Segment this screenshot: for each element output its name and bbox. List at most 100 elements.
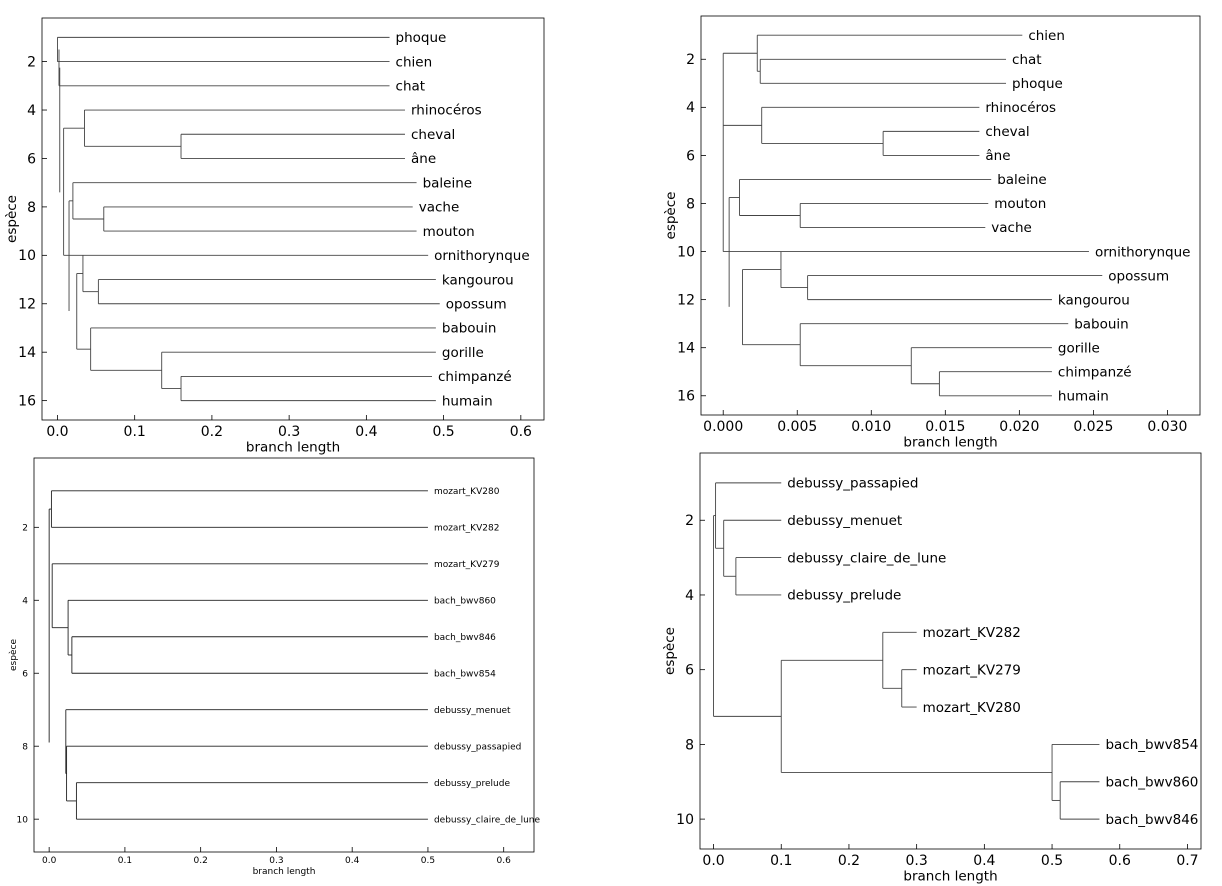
leaf-label: debussy_passapied: [434, 742, 521, 752]
leaf-label: humain: [442, 393, 493, 409]
y-tick-label: 4: [686, 100, 695, 116]
leaf-label: chat: [1012, 52, 1042, 68]
leaf-label: bach_bwv854: [1105, 737, 1198, 753]
leaf-label: bach_bwv846: [1105, 812, 1198, 828]
leaf-label: debussy_menuet: [434, 706, 511, 716]
leaf-label: vache: [419, 200, 460, 216]
y-tick-label: 12: [18, 297, 36, 313]
x-axis-label: branch length: [253, 867, 316, 877]
leaf-label: mozart_KV282: [434, 523, 499, 533]
axes-frame: [699, 452, 1202, 850]
x-tick-label: 0.005: [777, 419, 817, 435]
y-tick-label: 2: [27, 54, 36, 70]
x-tick-label: 0.5: [1041, 853, 1063, 869]
dendrogram-panel-3: mozart_KV280 mozart_KV282 mozart_KV279bach…: [8, 457, 541, 877]
leaf-label: chimpanzé: [438, 369, 512, 385]
x-tick-label: 0.030: [1147, 419, 1187, 435]
y-tick-label: 10: [676, 812, 694, 828]
y-tick-label: 2: [686, 52, 695, 68]
x-tick-label: 0.010: [851, 419, 891, 435]
y-tick-label: 8: [27, 200, 36, 216]
x-axis-label: branch length: [903, 435, 997, 451]
x-tick-label: 0.6: [497, 856, 512, 866]
y-axis-label: espèce: [662, 627, 678, 675]
y-tick-label: 14: [677, 341, 695, 357]
x-tick-label: 0.0: [702, 853, 724, 869]
leaf-label: kangourou: [1058, 292, 1130, 308]
y-tick-label: 2: [22, 523, 28, 533]
leaf-label: cheval: [985, 124, 1029, 140]
leaf-label: chien: [396, 54, 433, 70]
x-tick-label: 0.025: [1073, 419, 1113, 435]
leaf-label: mouton: [994, 196, 1046, 212]
leaf-label: rhinocéros: [985, 100, 1056, 116]
x-tick-label: 0.3: [278, 424, 300, 440]
leaf-label: chien: [1028, 28, 1065, 44]
leaf-label: phoque: [1012, 76, 1063, 92]
leaf-label: âne: [411, 151, 436, 167]
y-tick-label: 4: [27, 103, 36, 119]
x-tick-label: 0.1: [770, 853, 792, 869]
leaf-label: gorille: [442, 345, 484, 361]
y-tick-label: 6: [685, 663, 694, 679]
dendrogram-panel-1: phoque chien chat rhinocéros cheval âne balein…: [4, 17, 545, 456]
axes-frame: [41, 17, 545, 421]
x-tick-label: 0.2: [201, 424, 223, 440]
dendrogram-panel-2: chien chat phoque rhinocéros cheval âne balein…: [663, 15, 1201, 451]
leaf-label: debussy_menuet: [787, 513, 902, 529]
leaf-label: debussy_claire_de_lune: [787, 550, 946, 566]
y-tick-label: 14: [18, 345, 36, 361]
x-tick-label: 0.2: [838, 853, 860, 869]
leaf-label: mozart_KV280: [923, 700, 1021, 716]
y-tick-label: 8: [22, 742, 28, 752]
axes-frame: [33, 457, 535, 853]
leaf-label: bach_bwv854: [434, 669, 496, 679]
y-tick-label: 6: [686, 148, 695, 164]
y-tick-label: 8: [686, 196, 695, 212]
x-tick-label: 0.1: [118, 856, 132, 866]
x-tick-label: 0.1: [124, 424, 146, 440]
axes-frame: [700, 15, 1201, 416]
leaf-label: mozart_KV279: [923, 662, 1021, 678]
leaf-label: kangourou: [442, 272, 514, 288]
x-tick-label: 0.4: [345, 856, 360, 866]
x-tick-label: 0.015: [925, 419, 965, 435]
y-tick-label: 4: [685, 588, 694, 604]
leaf-label: debussy_passapied: [787, 476, 918, 492]
leaf-label: bach_bwv860: [1105, 774, 1198, 790]
x-tick-label: 0.7: [1176, 853, 1198, 869]
x-axis-label: branch length: [246, 440, 340, 456]
leaf-label: phoque: [396, 30, 447, 46]
x-axis-label: branch length: [903, 869, 997, 885]
leaf-label: mozart_KV279: [434, 560, 500, 570]
y-tick-label: 4: [22, 596, 28, 606]
leaf-label: opossum: [446, 296, 507, 312]
x-tick-label: 0.5: [432, 424, 454, 440]
x-tick-label: 0.020: [999, 419, 1039, 435]
y-tick-label: 2: [685, 513, 694, 529]
leaf-label: vache: [991, 220, 1032, 236]
leaf-label: âne: [985, 148, 1010, 164]
y-tick-label: 6: [22, 669, 28, 679]
dendrogram-panel-4: debussy_passapied debussy_menuet debussy_c…: [662, 452, 1202, 885]
leaf-label: mozart_KV282: [923, 625, 1021, 641]
leaf-label: chat: [396, 79, 426, 95]
x-tick-label: 0.4: [355, 424, 377, 440]
y-axis-label: espèce: [8, 639, 19, 671]
y-tick-label: 8: [685, 737, 694, 753]
leaf-label: debussy_prelude: [434, 779, 511, 789]
x-tick-label: 0.2: [194, 856, 208, 866]
x-tick-label: 0.0: [46, 424, 68, 440]
leaf-label: ornithorynque: [1095, 244, 1191, 260]
leaf-label: debussy_prelude: [787, 588, 901, 604]
leaf-label: bach_bwv846: [434, 633, 496, 643]
y-tick-label: 10: [18, 248, 36, 264]
leaf-label: ornithorynque: [434, 248, 530, 264]
y-tick-label: 12: [677, 293, 695, 309]
y-tick-label: 16: [18, 394, 36, 410]
leaf-label: baleine: [997, 172, 1047, 188]
x-tick-label: 0.3: [906, 853, 928, 869]
leaf-label: gorille: [1058, 340, 1100, 356]
leaf-label: debussy_claire_de_lune: [434, 815, 541, 825]
x-tick-label: 0.5: [421, 856, 435, 866]
